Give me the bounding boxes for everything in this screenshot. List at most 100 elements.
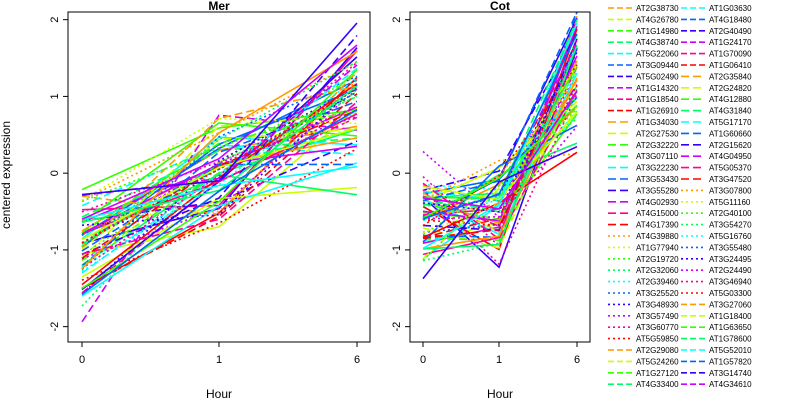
plot-frame [409,11,591,343]
y-tick-label: -2 [49,322,61,332]
series-line [81,116,358,294]
legend-label: AT2G15620 [709,141,752,150]
panel-mer: Mer -2 -1 0 1 2 0 1 6 Hour [49,0,371,400]
series-line [81,85,358,248]
legend-label: AT4G33400 [636,380,679,389]
legend-label: AT1G14980 [636,27,679,36]
legend-label: AT5G03300 [709,289,752,298]
legend-label: AT3G09440 [636,61,679,70]
panel-title: Mer [208,0,230,13]
legend-label: AT2G24490 [709,266,752,275]
series-lines [422,12,578,280]
series-line [81,34,358,256]
series-line [81,111,358,272]
legend-label: AT4G38740 [636,38,679,47]
series-line [422,110,578,222]
series-line [422,48,578,213]
legend-label: AT1G14320 [636,84,679,93]
series-line [81,107,358,255]
legend-label: AT4G39880 [636,232,679,241]
legend-label: AT5G02490 [636,72,679,81]
legend-label: AT1G57820 [709,357,752,366]
series-line [422,90,578,242]
legend-label: AT2G24820 [709,84,752,93]
legend-label: AT3G07800 [709,186,752,195]
legend-label: AT2G32220 [636,141,679,150]
series-line [81,127,358,241]
legend-label: AT3G46940 [709,278,752,287]
x-axis-label: Hour [206,387,232,400]
series-line [81,109,358,295]
series-line [422,90,578,210]
series-line [422,85,578,227]
legend-label: AT4G02930 [636,198,679,207]
series-line [422,37,578,262]
series-line [81,61,358,270]
legend-label: AT3G54270 [709,221,752,230]
legend-label: AT3G60770 [636,323,679,332]
y-tick-label: 1 [49,93,61,99]
legend-label: AT2G19720 [636,255,679,264]
legend-label: AT2G27530 [636,129,679,138]
legend-label: AT5G22060 [636,50,679,59]
x-tick-label: 1 [496,354,502,366]
y-tick-label: -1 [391,245,403,255]
legend-label: AT3G47520 [709,175,752,184]
legend-label: AT4G34610 [709,380,752,389]
legend-label: AT4G04950 [709,152,752,161]
legend: AT2G38730 AT4G26780 AT1G14980 AT4G38740 AT5G… [608,4,752,389]
x-tick-label: 6 [354,354,360,366]
y-tick-label: 0 [49,170,61,176]
panel-title: Cot [490,0,510,13]
x-tick-label: 0 [79,354,85,366]
series-line [422,33,578,220]
legend-label: AT3G22230 [636,164,679,173]
legend-label: AT4G15000 [636,209,679,218]
legend-label: AT5G11160 [709,198,751,207]
series-line [81,93,358,289]
series-line [81,106,358,213]
x-axis-label: Hour [487,387,513,400]
series-line [81,109,358,268]
legend-label: AT2G40100 [709,209,752,218]
legend-label: AT3G48930 [636,300,679,309]
series-line [81,109,358,259]
y-axis-label: centered expression [0,121,13,229]
y-tick-label: 2 [391,17,403,23]
series-line [422,64,578,227]
series-line [422,125,578,220]
series-line [81,162,358,297]
legend-label: AT1G63650 [709,323,752,332]
legend-label: AT5G52010 [709,346,752,355]
series-line [81,44,358,220]
x-tick-label: 0 [420,354,426,366]
legend-label: AT2G38730 [636,4,679,13]
series-line [81,50,358,270]
series-line [81,165,358,221]
legend-label: AT1G77940 [636,243,679,252]
series-line [422,111,578,201]
legend-label: AT5G24260 [636,357,679,366]
x-tick-label: 1 [216,354,222,366]
legend-label: AT2G39460 [636,278,679,287]
series-line [81,64,358,197]
series-line [81,114,358,323]
legend-label: AT3G57490 [636,312,679,321]
y-tick-label: 1 [391,93,403,99]
legend-label: AT4G18480 [709,15,752,24]
y-tick-label: 0 [391,170,403,176]
series-line [81,84,358,226]
series-line [81,86,358,295]
series-line [81,137,358,218]
legend-label: AT3G07110 [636,152,679,161]
series-line [422,22,578,250]
y-tick-label: -2 [391,322,403,332]
legend-label: AT1G60660 [709,129,752,138]
legend-label: AT3G55280 [636,186,679,195]
legend-label: AT4G12880 [709,95,752,104]
series-line [81,115,358,244]
legend-label: AT4G26780 [636,15,679,24]
x-tick-label: 6 [574,354,580,366]
legend-label: AT3G53430 [636,175,679,184]
